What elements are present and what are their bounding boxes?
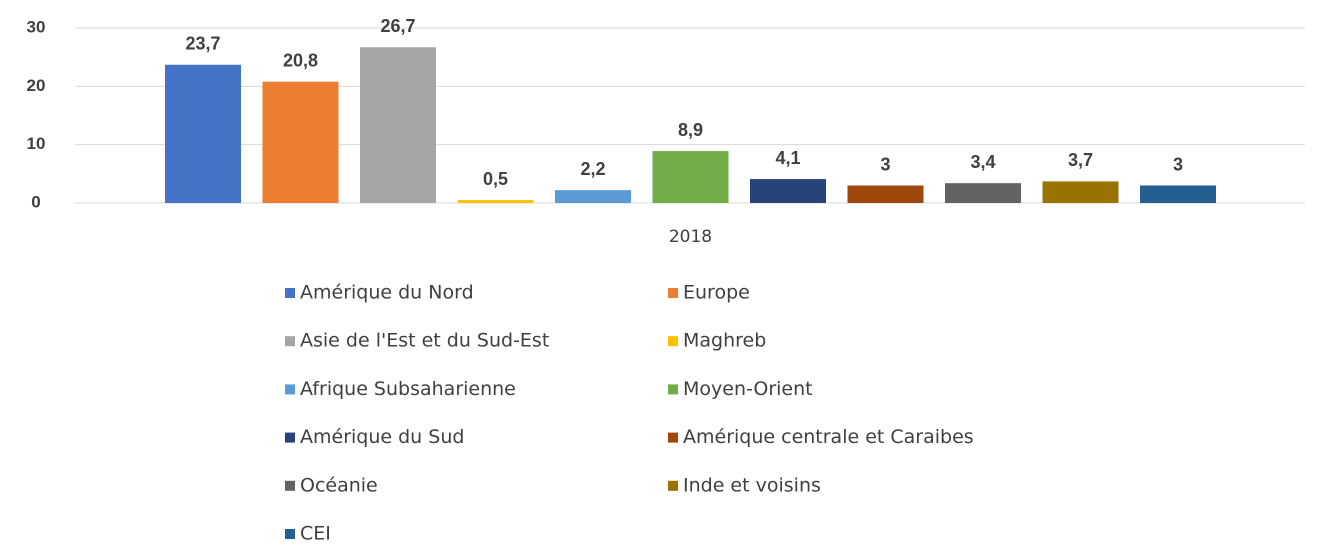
data-label: 4,1 <box>775 148 800 168</box>
data-label: 3,7 <box>1068 150 1093 170</box>
legend-swatch <box>668 336 678 347</box>
bar <box>652 151 729 203</box>
bar <box>1042 181 1119 203</box>
bar <box>945 183 1021 203</box>
legend-swatch <box>285 336 295 347</box>
data-label: 0,5 <box>483 169 508 189</box>
data-label: 26,7 <box>380 16 415 36</box>
x-tick-label: 2018 <box>669 227 712 247</box>
legend-swatch <box>285 529 295 539</box>
legend-swatch <box>285 480 295 491</box>
legend-label: Amérique du Sud <box>300 426 464 448</box>
bar <box>360 47 436 203</box>
data-label: 23,7 <box>185 34 220 54</box>
legend-label: Maghreb <box>683 330 766 352</box>
legend-swatch <box>668 384 678 395</box>
y-tick-label: 30 <box>27 17 46 36</box>
data-label: 3 <box>880 154 890 174</box>
y-tick-label: 20 <box>27 76 46 95</box>
bar <box>750 179 826 203</box>
legend-label: Afrique Subsaharienne <box>300 378 516 400</box>
legend-label: CEI <box>300 523 331 545</box>
legend-label: Europe <box>683 282 750 304</box>
legend-label: Océanie <box>300 474 378 496</box>
legend-label: Amérique centrale et Caraibes <box>683 426 974 448</box>
data-label: 20,8 <box>283 50 318 70</box>
legend-label: Moyen-Orient <box>683 378 813 400</box>
bar <box>165 64 241 203</box>
data-label: 8,9 <box>678 120 703 140</box>
legend-swatch <box>668 432 678 443</box>
legend-swatch <box>668 480 678 491</box>
y-tick-label: 10 <box>27 134 46 153</box>
legend-swatch <box>285 432 295 443</box>
legend-label: Asie de l'Est et du Sud-Est <box>300 330 549 352</box>
data-label: 2,2 <box>580 159 605 179</box>
legend-swatch <box>285 384 295 395</box>
data-label: 3 <box>1173 154 1183 174</box>
legend-swatch <box>668 288 678 298</box>
y-tick-label: 0 <box>31 192 40 211</box>
bar <box>457 200 534 203</box>
legend-label: Amérique du Nord <box>300 282 474 304</box>
legend-label: Inde et voisins <box>683 474 821 496</box>
bar <box>555 190 631 203</box>
bar <box>847 185 924 203</box>
data-label: 3,4 <box>970 152 995 172</box>
legend-swatch <box>285 288 295 298</box>
bar <box>262 81 339 203</box>
bar <box>1140 185 1216 203</box>
